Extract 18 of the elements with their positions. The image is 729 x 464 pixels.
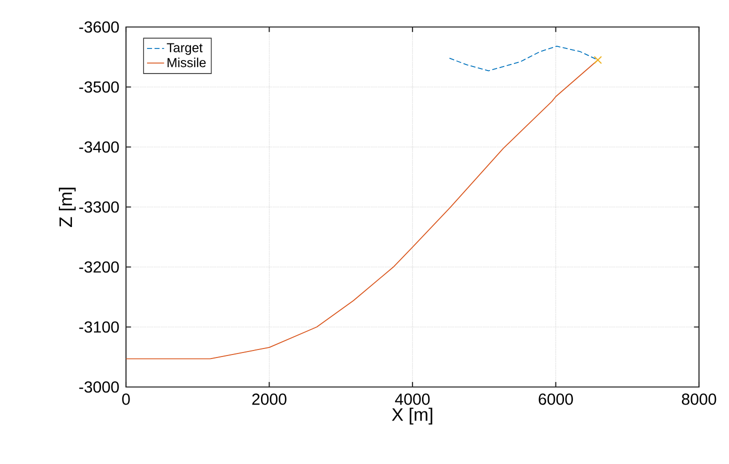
- x-axis-title: X [m]: [392, 408, 432, 425]
- y-tick-label: -3200: [79, 261, 119, 273]
- line-series: [449, 46, 598, 72]
- x-tick-label: 6000: [538, 394, 573, 405]
- x-tick-label: 4000: [395, 394, 430, 405]
- line-series: [126, 60, 598, 360]
- x-tick-label: 8000: [682, 394, 716, 405]
- legend-label: Target: [166, 43, 203, 55]
- y-axis-title: Z [m]: [58, 188, 76, 227]
- x-tick-label: 0: [122, 394, 130, 405]
- y-tick-label: -3400: [79, 141, 119, 153]
- y-tick-label: -3000: [79, 381, 119, 393]
- y-tick-label: -3300: [79, 201, 119, 213]
- y-tick-label: -3600: [79, 21, 119, 33]
- y-tick-label: -3500: [79, 81, 119, 93]
- legend-label: Missile: [168, 58, 206, 68]
- y-tick-label: -3100: [79, 321, 119, 333]
- x-tick-label: 2000: [252, 394, 286, 405]
